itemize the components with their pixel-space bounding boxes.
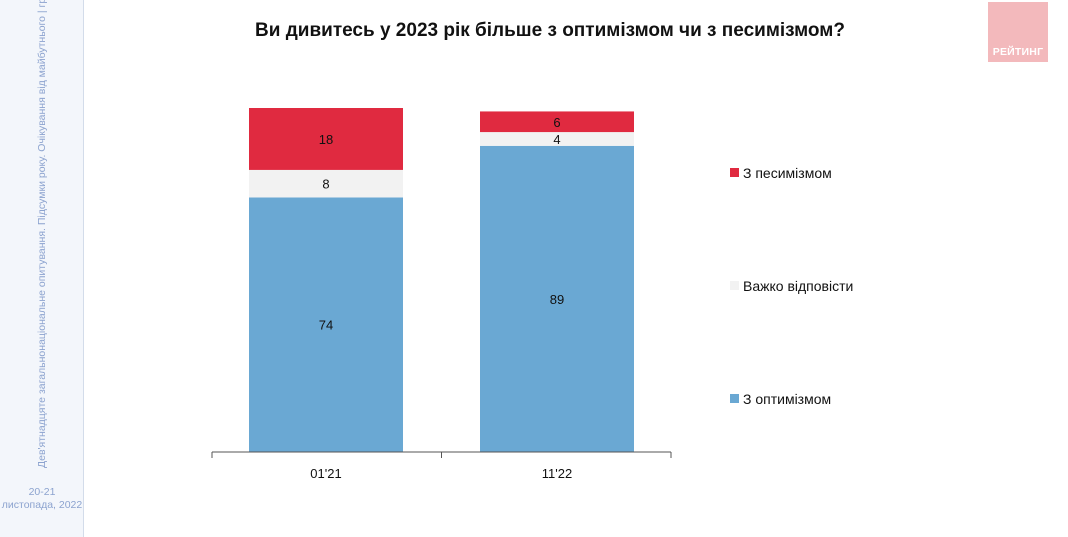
- bar-segment-1-3: [249, 108, 403, 170]
- sidebar-date-month: листопада, 2022: [1, 499, 83, 511]
- sidebar: Дев'ятнадцяте загальнонаціональне опитув…: [0, 0, 84, 537]
- logo-text: РЕЙТИНГ: [992, 46, 1044, 58]
- sidebar-date: 20-21 листопада, 2022: [0, 486, 84, 512]
- legend-label-3: З оптимізмом: [743, 391, 831, 407]
- bar-segment-2-3: [480, 111, 634, 133]
- data-label-1-1: 74: [319, 318, 333, 333]
- bar-segment-1-1: [249, 197, 403, 452]
- chart-title: Ви дивитесь у 2023 рік більше з оптимізм…: [255, 20, 845, 41]
- legend-label-1: З песимізмом: [743, 165, 832, 181]
- bar-segment-2-2: [480, 132, 634, 146]
- data-label-1-2: 8: [322, 177, 329, 192]
- bar-segment-2-1: [480, 145, 634, 452]
- rating-logo: РЕЙТИНГ: [988, 2, 1048, 62]
- data-label-2-1: 89: [550, 292, 564, 307]
- legend-swatch-1: [730, 168, 739, 177]
- legend-label-2: Важко відповісти: [743, 278, 853, 294]
- x-tick-label-1: 01'21: [310, 466, 341, 481]
- bar-segment-1-2: [249, 169, 403, 198]
- data-label-2-3: 6: [553, 115, 560, 130]
- data-label-2-2: 4: [553, 132, 560, 147]
- legend-swatch-2: [730, 281, 739, 290]
- sidebar-date-days: 20-21: [28, 486, 56, 498]
- data-label-1-3: 18: [319, 132, 333, 147]
- legend-swatch-3: [730, 394, 739, 403]
- x-tick-label-2: 11'22: [542, 466, 572, 481]
